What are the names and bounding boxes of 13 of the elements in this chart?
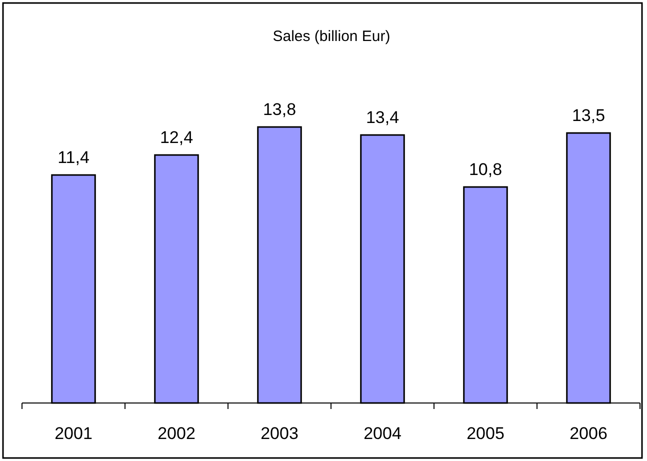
data-label: 10,8: [468, 160, 502, 179]
x-tick-label: 2002: [158, 424, 196, 443]
x-tick-label: 2001: [54, 424, 92, 443]
data-label: 11,4: [58, 148, 90, 167]
data-label: 13,8: [262, 100, 296, 119]
data-label: 12,4: [160, 128, 194, 147]
data-label: 13,5: [572, 106, 606, 125]
x-tick-label: 2005: [466, 424, 504, 443]
x-tick-label: 2003: [260, 424, 298, 443]
chart-title: Sales (billion Eur): [272, 28, 390, 45]
x-tick-label: 2004: [364, 424, 402, 443]
data-label: 13,4: [366, 108, 400, 127]
x-tick-label: 2006: [570, 424, 608, 443]
